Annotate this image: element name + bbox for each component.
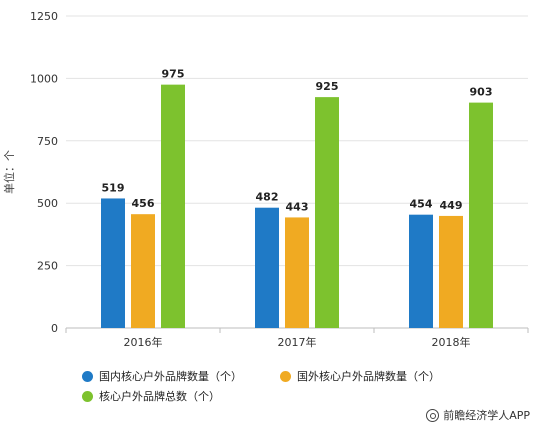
legend-item-domestic: 国内核心户外品牌数量（个） [82,368,272,384]
y-tick-label-1: 250 [37,260,58,273]
y-tick-label-3: 750 [37,135,58,148]
data-label-1-0: 482 [256,191,279,204]
bar-1-1 [285,217,309,328]
data-label-2-0: 454 [410,198,433,211]
bar-2-1 [439,215,463,328]
bar-2-0 [409,214,433,328]
data-label-2-1: 449 [440,199,463,212]
source-credit: 前瞻经济学人APP [426,407,530,423]
legend-item-foreign: 国外核心户外品牌数量（个） [280,368,440,384]
source-text: 前瞻经济学人APP [443,409,530,422]
legend-swatch-total [82,390,93,402]
y-tick-label-4: 1000 [30,72,58,85]
bar-0-0 [101,198,125,328]
x-tick-label-1: 2017年 [278,335,317,349]
y-axis-label: 单位：个 [2,150,16,194]
data-label-0-0: 519 [102,181,125,194]
chart-legend: 国内核心户外品牌数量（个） 国外核心户外品牌数量（个） 核心户外品牌总数（个） [82,368,522,404]
legend-label-domestic: 国内核心户外品牌数量（个） [99,370,242,383]
data-label-0-2: 975 [162,68,185,81]
data-label-2-2: 903 [470,86,493,99]
bar-1-0 [255,207,279,328]
source-logo-icon [426,408,440,422]
bar-0-1 [131,214,155,328]
legend-swatch-domestic [82,370,93,382]
x-tick-label-0: 2016年 [124,335,163,349]
bar-chart: 0 250 500 750 1000 1250 单位：个 2016年 519 456 975 2017… [2,10,529,349]
bar-2-2 [469,102,493,328]
legend-swatch-foreign [280,370,291,382]
data-label-0-1: 456 [132,197,155,210]
legend-label-total: 核心户外品牌总数（个） [99,390,220,403]
bar-1-2 [315,97,339,329]
y-tick-label-0: 0 [51,322,58,335]
legend-label-foreign: 国外核心户外品牌数量（个） [297,370,440,383]
data-label-1-1: 443 [286,200,309,213]
bar-0-2 [161,84,185,328]
y-tick-label-5: 1250 [30,10,58,23]
legend-item-total: 核心户外品牌总数（个） [82,388,272,404]
data-label-1-2: 925 [316,80,339,93]
y-tick-label-2: 500 [37,197,58,210]
x-tick-label-2: 2018年 [432,335,471,349]
